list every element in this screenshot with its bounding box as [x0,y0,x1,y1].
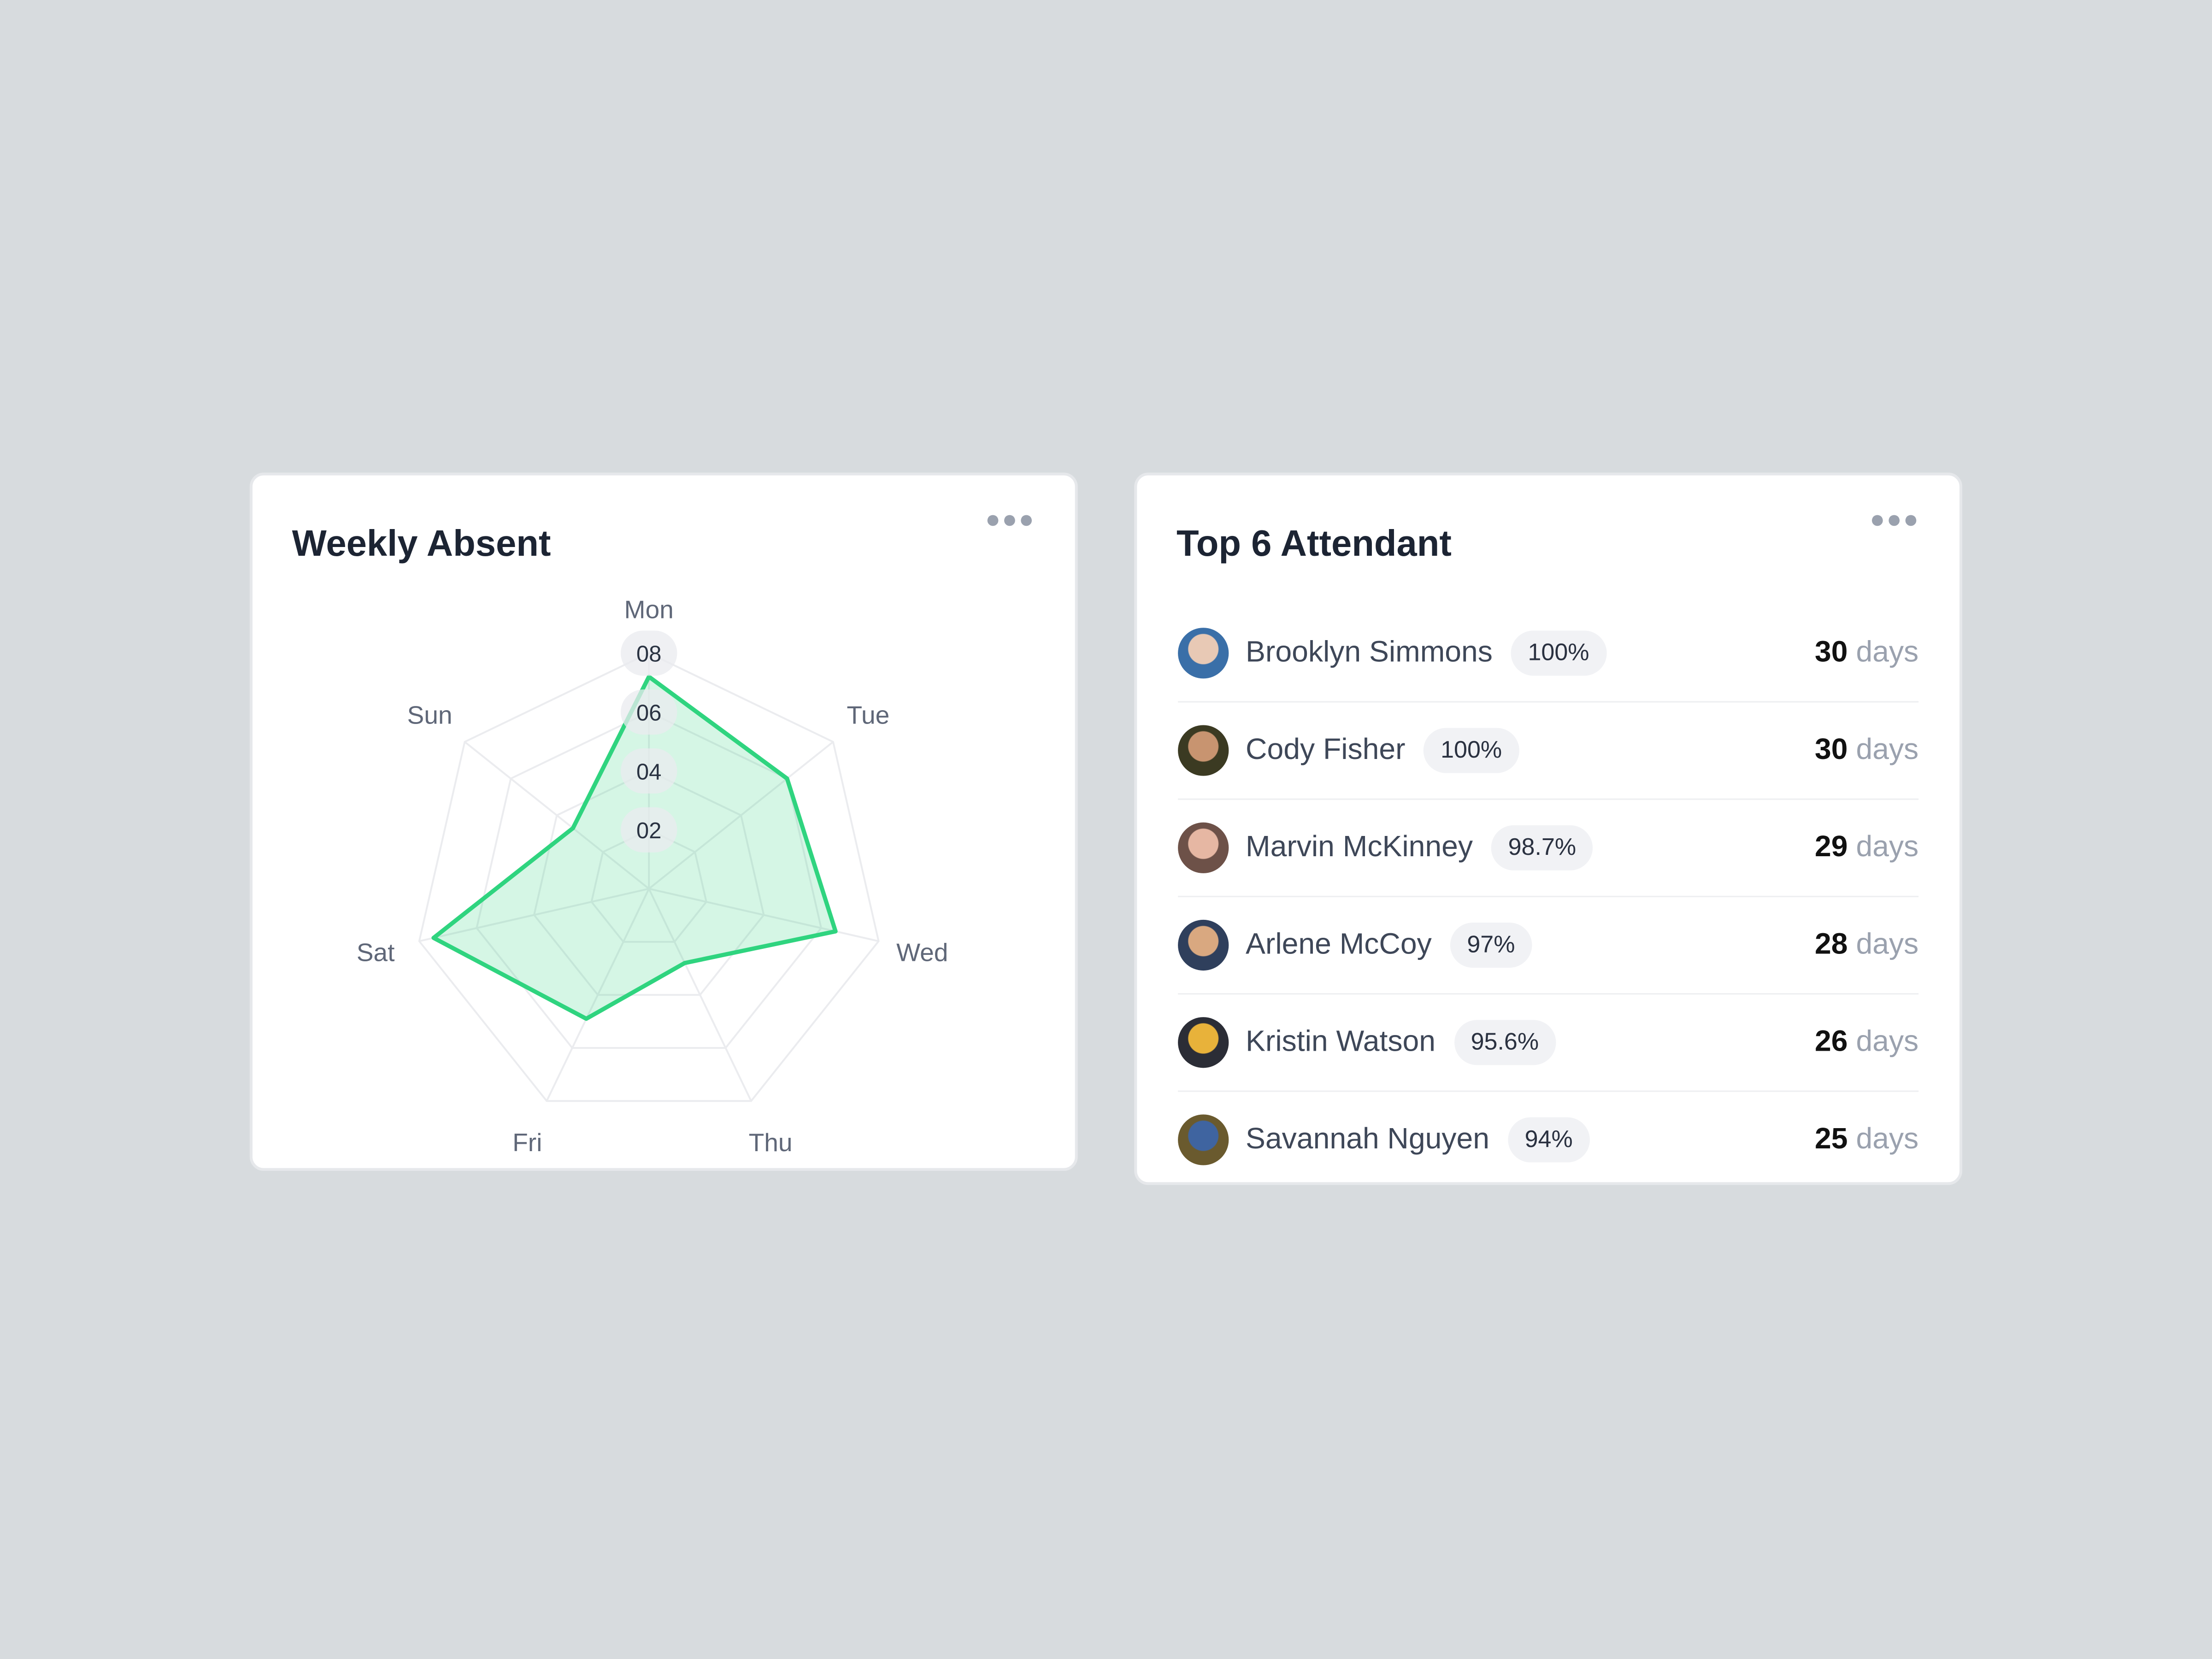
grid-spoke [464,741,650,890]
percent-badge: 95.6% [1453,1020,1556,1065]
tick-label-bg [620,807,677,853]
days-value: 28 [1815,928,1848,961]
attendant-row[interactable]: Arlene McCoy 97% 28 days [1178,897,1919,995]
tick-label-bg [620,689,677,735]
attendant-name: Kristin Watson [1246,1025,1436,1058]
days-unit: days [1856,928,1919,961]
tick-label: 02 [636,818,661,843]
attendant-row[interactable]: Savannah Nguyen 94% 25 days [1178,1092,1918,1188]
attendant-row[interactable]: Kristin Watson 95.6% 26 days [1178,994,1919,1092]
avatar [1178,822,1229,873]
tick-label: 08 [636,642,661,667]
days-value: 29 [1815,831,1848,864]
attendant-list: Brooklyn Simmons 100% 30 days Cody Fishe… [1178,605,1919,1188]
avatar [1178,628,1229,679]
days-unit: days [1856,1123,1919,1156]
days-unit: days [1856,1025,1919,1058]
top-attendant-card: Top 6 Attendant ●●● Brooklyn Simmons 100… [1134,472,1963,1188]
axis-label-thu: Thu [749,1128,793,1157]
tick-label-bg [620,748,677,794]
percent-badge: 98.7% [1491,825,1593,871]
grid-ring [418,652,880,1102]
percent-badge: 97% [1450,923,1532,968]
percent-badge: 100% [1424,728,1519,773]
avatar [1178,725,1229,776]
days-value: 30 [1815,636,1848,669]
days-unit: days [1856,636,1919,669]
grid-spoke [648,888,879,942]
attendant-name: Brooklyn Simmons [1246,636,1493,669]
percent-badge: 100% [1511,630,1606,676]
axis-label-fri: Fri [512,1128,542,1157]
days-value: 30 [1815,733,1848,766]
grid-spoke [419,888,649,942]
avatar [1178,919,1229,971]
grid-spoke [648,741,834,890]
axis-label-sat: Sat [357,938,395,966]
more-horizontal-icon[interactable]: ●●● [1870,505,1920,534]
days-value: 26 [1815,1025,1848,1058]
days-count: 28 days [1815,928,1918,962]
avatar [1178,1114,1229,1165]
percent-badge: 94% [1507,1117,1590,1163]
card-title: Top 6 Attendant [1177,522,1452,565]
grid-spoke [648,888,752,1102]
axis-label-tue: Tue [847,701,889,729]
days-count: 30 days [1815,734,1918,767]
grid-ring [590,829,707,943]
attendant-row[interactable]: Marvin McKinney 98.7% 29 days [1178,800,1919,897]
axis-label-sun: Sun [407,701,453,729]
radar-chart: 02 04 06 08 Mon Tue Wed Thu Fri Sat Sun [357,595,948,1157]
attendant-row[interactable]: Cody Fisher 100% 30 days [1178,702,1919,800]
days-unit: days [1856,733,1919,766]
attendant-row[interactable]: Brooklyn Simmons 100% 30 days [1178,605,1919,703]
grid-spoke [546,888,650,1102]
grid-ring [533,770,765,996]
days-unit: days [1856,831,1919,864]
tick-label-bg [620,630,677,676]
avatar [1178,1017,1229,1068]
days-value: 25 [1815,1123,1848,1156]
days-count: 29 days [1815,831,1918,865]
weekly-absent-card: Weekly Absent ●●● 02 04 06 08 Mon Tue Wed Thu Fr… [249,472,1078,1171]
tick-label: 04 [636,759,661,784]
days-count: 30 days [1815,636,1918,670]
card-title: Weekly Absent [292,522,551,565]
attendant-name: Cody Fisher [1246,733,1406,766]
axis-label-wed: Wed [896,938,948,966]
tick-label: 06 [636,701,661,726]
days-count: 26 days [1815,1025,1918,1059]
axis-label-mon: Mon [624,595,674,624]
attendant-name: Marvin McKinney [1246,831,1473,864]
attendant-name: Arlene McCoy [1246,928,1432,961]
days-count: 25 days [1815,1123,1918,1157]
attendant-name: Savannah Nguyen [1246,1123,1490,1156]
